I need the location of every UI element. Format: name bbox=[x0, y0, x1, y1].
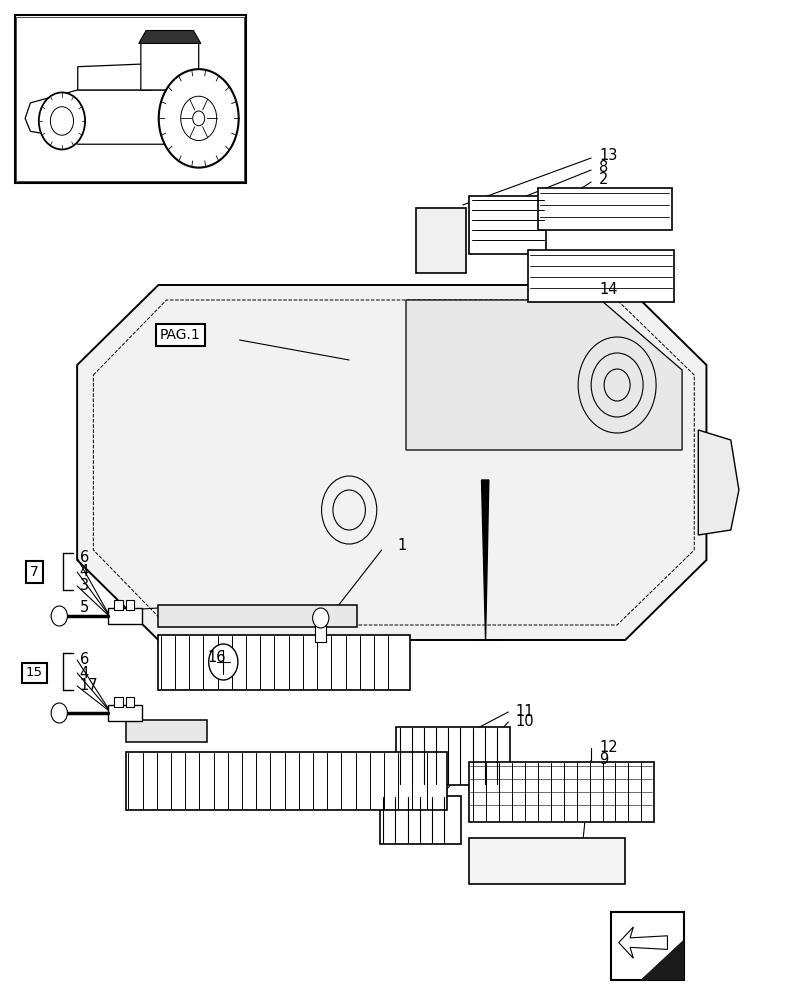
Text: 17: 17 bbox=[79, 678, 98, 694]
Circle shape bbox=[51, 606, 67, 626]
Text: 2: 2 bbox=[599, 172, 608, 188]
Text: 6: 6 bbox=[79, 550, 88, 566]
Bar bbox=[610, 912, 683, 980]
Bar bbox=[126, 752, 446, 810]
Bar bbox=[114, 697, 122, 707]
Polygon shape bbox=[78, 64, 151, 90]
Bar bbox=[126, 697, 134, 707]
Text: 16: 16 bbox=[207, 650, 225, 664]
Circle shape bbox=[208, 644, 238, 680]
Bar bbox=[158, 605, 357, 627]
Bar bbox=[108, 608, 142, 624]
Text: 3: 3 bbox=[79, 578, 88, 593]
Bar bbox=[108, 705, 142, 721]
Bar bbox=[114, 600, 122, 610]
Polygon shape bbox=[639, 939, 683, 980]
Text: 7: 7 bbox=[30, 565, 38, 579]
Circle shape bbox=[158, 69, 238, 168]
Text: 13: 13 bbox=[599, 147, 617, 162]
Text: 14: 14 bbox=[599, 282, 617, 298]
Text: 10: 10 bbox=[515, 714, 534, 730]
Bar bbox=[527, 250, 673, 302]
Text: 4: 4 bbox=[79, 666, 88, 680]
Bar bbox=[126, 720, 207, 742]
Bar bbox=[469, 196, 546, 254]
Bar bbox=[126, 600, 134, 610]
Bar bbox=[315, 620, 326, 642]
Text: 4: 4 bbox=[79, 564, 88, 580]
Bar bbox=[15, 15, 246, 183]
Polygon shape bbox=[25, 90, 235, 144]
Polygon shape bbox=[140, 41, 199, 90]
Bar bbox=[158, 635, 410, 690]
Polygon shape bbox=[77, 285, 706, 640]
Bar bbox=[469, 762, 654, 822]
Text: 8: 8 bbox=[599, 160, 607, 176]
Bar bbox=[213, 660, 233, 672]
Circle shape bbox=[312, 608, 328, 628]
Polygon shape bbox=[481, 480, 488, 640]
Text: 9: 9 bbox=[599, 752, 607, 768]
Text: 1: 1 bbox=[397, 538, 406, 552]
Bar bbox=[380, 796, 461, 844]
Bar bbox=[16, 17, 244, 181]
Bar bbox=[469, 838, 624, 884]
Text: 5: 5 bbox=[79, 599, 88, 614]
Circle shape bbox=[39, 92, 85, 149]
Text: PAG.1: PAG.1 bbox=[160, 328, 200, 342]
Bar bbox=[396, 727, 509, 785]
Text: 11: 11 bbox=[515, 704, 534, 720]
Bar bbox=[537, 188, 671, 230]
Text: 12: 12 bbox=[599, 740, 617, 756]
Polygon shape bbox=[406, 300, 681, 450]
Text: 6: 6 bbox=[79, 652, 88, 668]
Text: 15: 15 bbox=[26, 666, 42, 680]
Bar bbox=[415, 208, 466, 273]
Polygon shape bbox=[139, 31, 200, 43]
Polygon shape bbox=[697, 430, 738, 535]
Polygon shape bbox=[618, 927, 667, 958]
Circle shape bbox=[51, 703, 67, 723]
